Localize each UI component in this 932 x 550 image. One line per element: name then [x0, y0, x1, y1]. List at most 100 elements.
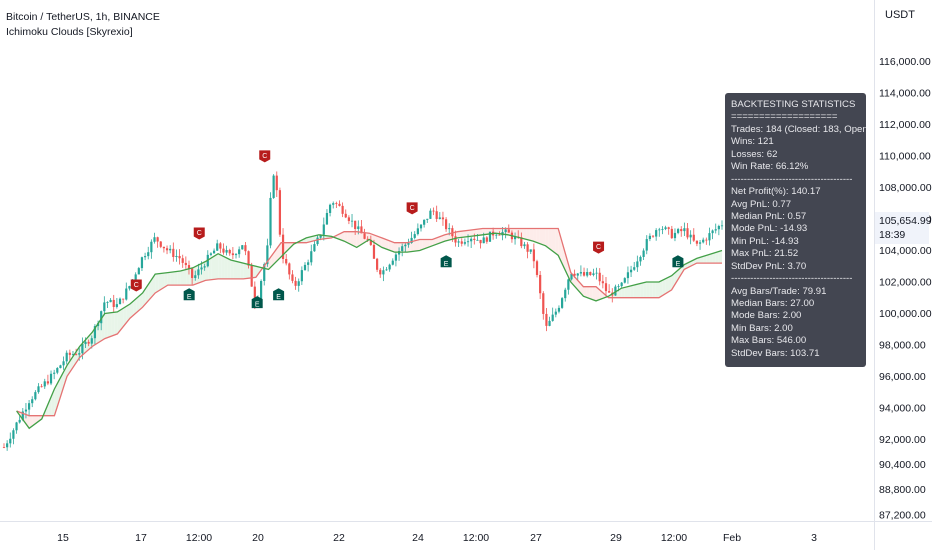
candle-body	[319, 234, 322, 238]
cloud-segment	[120, 307, 124, 330]
candle-body	[429, 210, 432, 219]
candle-body	[698, 242, 702, 244]
candle-body	[184, 262, 187, 266]
cloud-segment	[148, 278, 153, 301]
bar-countdown: 18:39	[879, 229, 906, 241]
candle-body	[175, 255, 178, 257]
price-tick-label: 88,800.00	[879, 484, 926, 496]
cloud-segment	[155, 273, 159, 294]
candle-body	[187, 265, 191, 269]
cloud-segment	[627, 285, 631, 298]
candle-body	[253, 286, 256, 304]
candle-body	[677, 229, 680, 233]
candle-body	[238, 249, 241, 255]
currency-label[interactable]: USDT	[885, 9, 915, 21]
stats-line: Win Rate: 66.12%	[731, 161, 809, 173]
cloud-segment	[495, 228, 499, 234]
candle-body	[667, 227, 670, 229]
candle-body	[645, 239, 648, 251]
candle-body	[313, 244, 316, 252]
cloud-segment	[174, 271, 178, 286]
cloud-segment	[548, 228, 552, 251]
cloud-segment	[551, 228, 556, 253]
cloud-segment	[479, 228, 483, 236]
cloud-segment	[659, 280, 663, 298]
symbol-title[interactable]: Bitcoin / TetherUS, 1h, BINANCE	[6, 11, 160, 23]
stats-line: --------------------------------------	[731, 173, 853, 185]
candle-body	[582, 272, 586, 276]
candle-body	[410, 237, 413, 244]
candle-body	[548, 320, 551, 326]
candle-body	[12, 430, 15, 439]
candle-body	[134, 274, 137, 280]
candle-body	[360, 226, 363, 234]
cloud-segment	[85, 335, 90, 353]
candle-body	[366, 238, 369, 240]
cloud-segment	[545, 228, 549, 249]
candle-body	[614, 286, 617, 296]
cloud-segment	[224, 256, 228, 279]
signal-shape	[259, 150, 271, 163]
candle-body	[300, 270, 303, 282]
candle-body	[661, 229, 664, 230]
cloud-segment	[652, 282, 656, 298]
stats-line: --------------------------------------	[731, 273, 853, 285]
candle-body	[6, 443, 9, 448]
time-tick-label: 12:00	[463, 532, 489, 544]
price-tick-label: 114,000.00	[879, 88, 931, 100]
candle-body	[109, 299, 112, 303]
candle-body	[37, 386, 40, 393]
cloud-segment	[161, 272, 165, 290]
candle-body	[432, 210, 435, 212]
close-signal-marker: C	[130, 279, 142, 292]
cloud-segment	[646, 282, 650, 298]
candle-body	[68, 352, 71, 355]
cloud-segment	[183, 269, 187, 286]
cloud-segment	[375, 235, 379, 246]
cloud-segment	[227, 258, 231, 279]
candle-body	[122, 298, 125, 300]
candle-body	[567, 279, 570, 290]
candle-body	[523, 244, 526, 247]
candle-body	[87, 341, 90, 344]
cloud-segment	[718, 250, 722, 264]
candle-body	[535, 261, 539, 275]
cloud-segment	[419, 239, 423, 251]
cloud-segment	[180, 270, 184, 286]
candle-body	[407, 243, 410, 245]
candle-body	[194, 275, 197, 278]
entry-signal-marker: E	[251, 296, 263, 309]
indicator-title[interactable]: Ichimoku Clouds [Skyrexio]	[6, 26, 133, 38]
candle-body	[651, 235, 655, 237]
time-axis-border	[0, 521, 932, 522]
cloud-segment	[668, 275, 672, 292]
candle-body	[49, 373, 53, 384]
cloud-segment	[624, 286, 628, 298]
candle-body	[639, 256, 642, 262]
candle-body	[15, 422, 18, 431]
cloud-segment	[696, 257, 700, 264]
cloud-segment	[485, 228, 489, 235]
stats-line: Avg Bars/Trade: 79.91	[731, 285, 827, 297]
candle-body	[526, 244, 529, 252]
cloud-segment	[561, 239, 565, 269]
cloud-segment	[391, 241, 395, 253]
candle-body	[385, 269, 388, 271]
cloud-segment	[287, 242, 291, 251]
cloud-segment	[167, 272, 171, 286]
price-tick-label: 94,000.00	[879, 402, 926, 414]
cloud-segment	[57, 377, 61, 406]
cloud-segment	[410, 241, 414, 252]
cloud-segment	[388, 240, 392, 251]
cloud-segment	[107, 312, 112, 338]
candle-body	[222, 248, 225, 253]
candle-body	[81, 344, 84, 354]
candle-body	[125, 288, 128, 300]
candle-body	[291, 274, 294, 281]
cloud-segment	[636, 283, 641, 298]
candle-body	[542, 293, 545, 314]
cloud-segment	[344, 231, 348, 243]
signal-label: C	[197, 230, 202, 237]
cloud-segment	[378, 236, 382, 248]
cloud-segment	[460, 230, 464, 238]
